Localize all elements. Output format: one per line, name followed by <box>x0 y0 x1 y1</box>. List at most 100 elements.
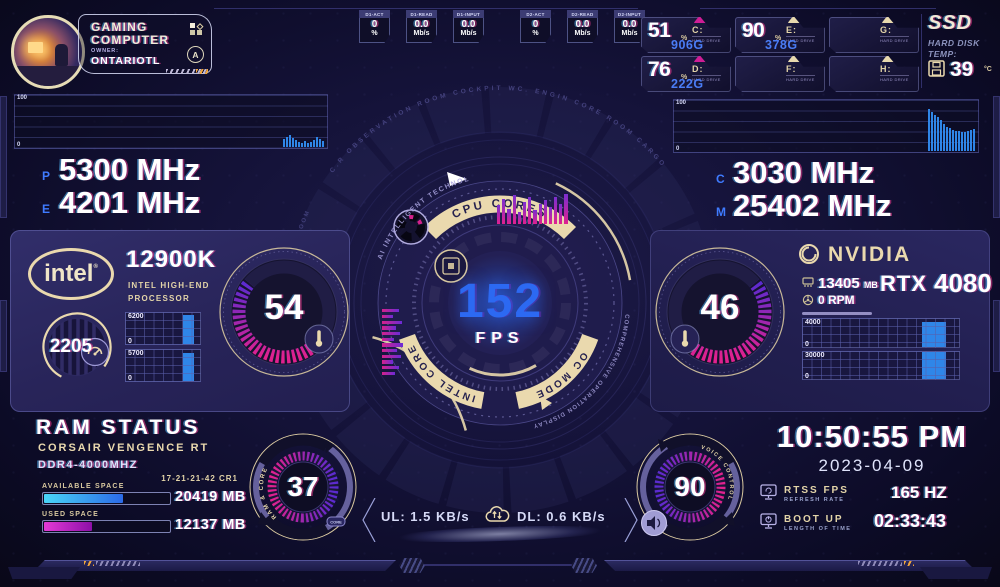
decor-slab-right <box>920 567 992 579</box>
ram-spec: DDR4-4000MHZ <box>38 459 138 471</box>
uptime-value: 02:33:43 <box>874 511 947 531</box>
download-rate: DL: 0.6 KB/s <box>517 509 606 524</box>
gpu-mem-clock-chart: 30000 0 <box>802 351 960 380</box>
chart-bar <box>548 207 553 224</box>
drive-stripe <box>787 56 825 62</box>
core-badge-label: CORE <box>330 520 342 525</box>
chart-bar <box>538 203 542 224</box>
chart-bar <box>322 141 324 147</box>
chart-bar <box>382 326 396 330</box>
cpu-temp-gauge <box>219 247 349 377</box>
chart-bar <box>310 141 312 147</box>
memory-icon <box>802 277 814 287</box>
core-badge <box>326 516 346 527</box>
badge-label: D2-READ <box>567 10 598 18</box>
decor-hash <box>96 561 140 566</box>
badge-unit: Mb/s <box>413 30 430 37</box>
drive-g: G: HARD DRIVE <box>829 17 919 53</box>
drive-letter: E: <box>786 25 797 35</box>
badge-unit: Mb/s <box>621 30 638 37</box>
disk-icon <box>928 60 945 77</box>
chart-bar <box>946 127 948 151</box>
freq-key: C <box>716 172 725 186</box>
drive-letter: D: <box>692 64 704 74</box>
decor-strip <box>802 312 872 315</box>
chart-bar <box>559 204 563 224</box>
chart-bar <box>931 111 933 151</box>
chart-bar <box>967 131 969 151</box>
chart-bar <box>382 366 400 370</box>
badge-label: D1-READ <box>406 10 437 18</box>
clock-time: 10:50:55 PM <box>776 419 968 454</box>
drive-sub: HARD DRIVE <box>880 75 909 82</box>
bar-fill <box>44 522 93 531</box>
drive-sub: HARD DRIVE <box>786 36 815 43</box>
avatar-screen <box>28 42 43 53</box>
chart-bar <box>955 130 957 151</box>
owner-name: ONTARIOTL <box>91 55 161 67</box>
disk-badge: D2-ACT 0 % <box>520 10 551 43</box>
ram-available-value: 20419 MB <box>175 489 246 505</box>
intel-logo: intel ® <box>28 248 114 300</box>
drive-percent: 51 <box>648 19 671 42</box>
drive-stripe <box>693 56 731 62</box>
decor-slab-left <box>8 567 80 579</box>
chart-bar <box>934 114 936 151</box>
cpu-fan-gauge <box>42 312 112 382</box>
chart-bar <box>943 124 945 151</box>
chart-max-label: 100 <box>676 100 687 106</box>
chart-bar <box>304 140 306 147</box>
badge-value: 0 <box>371 19 378 30</box>
disk-badge: D2-READ 0.0 Mb/s <box>567 10 598 43</box>
gpu-model-number: 4080 <box>934 268 992 298</box>
chart-bar <box>507 208 511 224</box>
disk-badge: D2-INPUT 0.0 Mb/s <box>614 10 645 43</box>
freq-value: 25402 MHz <box>733 188 892 223</box>
drive-percent: 90 <box>742 19 765 42</box>
badge-unit: % <box>371 30 378 37</box>
disk-badge: D1-INPUT 0.0 Mb/s <box>453 10 484 43</box>
chart-bar <box>382 337 394 341</box>
refresh-rate-value: 165 HZ <box>891 483 947 502</box>
chart-bar <box>543 199 547 224</box>
drive-usage-grid: 51 % C: HARD DRIVE 906G 90 % E: HARD DRI… <box>641 17 919 92</box>
badge-value: 0.0 <box>622 19 637 30</box>
decor-side-right <box>993 96 1000 218</box>
profile-title: GAMING COMPUTER <box>91 20 170 48</box>
nvidia-logo-icon <box>799 244 819 264</box>
chart-bar <box>316 137 318 147</box>
chart-bar <box>292 138 294 147</box>
chart-bar <box>928 108 930 151</box>
drive-letter: C: <box>692 25 704 35</box>
decor-hash-orange <box>904 561 914 566</box>
cpu-description: INTEL HIGH-END PROCESSOR <box>128 281 210 303</box>
decor-bracket-right <box>624 498 638 542</box>
volume-gauge: VOICE CONTROL <box>636 433 744 541</box>
rtss-sublabel: REFRESH RATE <box>784 497 845 503</box>
badge-value: 0.0 <box>414 19 429 30</box>
drive-percent-mark: % <box>681 74 688 81</box>
freq-value: 4201 MHz <box>59 185 201 220</box>
avatar-person <box>55 44 68 66</box>
gpu-temp-value: 46 <box>700 288 740 327</box>
chart-max-label: 6200 <box>128 313 144 320</box>
freq-row: P 5300 MHz <box>42 152 200 187</box>
chart-min-label: 0 <box>676 146 680 152</box>
profile-box: GAMING COMPUTER OWNER: ONTARIOTL A <box>78 14 212 74</box>
ram-title: RAM STATUS <box>36 416 201 439</box>
chart-max-label: 4000 <box>805 319 821 326</box>
speedometer-icon <box>80 337 110 367</box>
decor-center-line <box>424 564 572 566</box>
ram-timings: 17-21-21-42 CR1 <box>161 474 238 483</box>
drive-sub: HARD DRIVE <box>880 36 909 43</box>
decor-hash <box>166 69 208 74</box>
freq-row: M 25402 MHz <box>716 188 892 223</box>
decor-line <box>214 8 638 9</box>
chart-min-label: 0 <box>805 341 809 348</box>
chart-bar <box>319 138 321 147</box>
chart-grid <box>802 318 960 348</box>
chart-bar <box>295 140 297 147</box>
ssd-temp-value: 39 <box>950 58 974 81</box>
chart-bar <box>382 343 403 347</box>
